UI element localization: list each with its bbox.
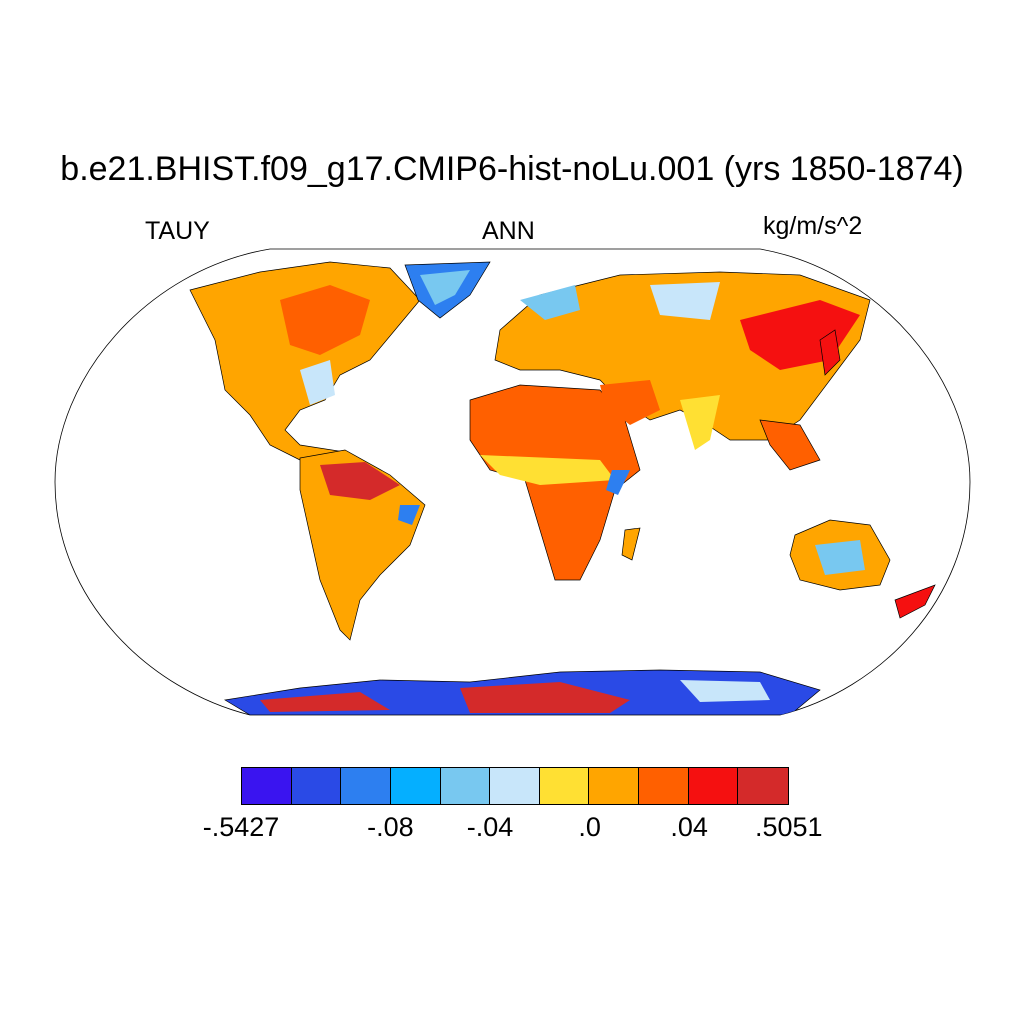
colorbar-box bbox=[291, 768, 342, 804]
colorbar-box bbox=[341, 768, 391, 804]
colorbar-tick-label: .0 bbox=[578, 812, 601, 842]
na-warm-core bbox=[280, 285, 370, 355]
siberia-cool bbox=[650, 282, 720, 320]
antarctica-warm-west bbox=[260, 692, 390, 712]
colorbar-box bbox=[589, 768, 639, 804]
madagascar bbox=[621, 527, 641, 561]
arabia-warm bbox=[600, 380, 660, 425]
australia-cool bbox=[815, 540, 865, 575]
colorbar-box bbox=[440, 768, 491, 804]
scandinavia-cool bbox=[520, 285, 580, 320]
amazon-core bbox=[320, 462, 400, 500]
southeast-asia bbox=[759, 419, 821, 471]
antarctica-light-patch bbox=[680, 680, 770, 702]
new-zealand bbox=[894, 584, 936, 619]
colorbar-tick-label: .5051 bbox=[755, 812, 823, 842]
colorbar-box bbox=[738, 768, 788, 804]
colorbar-tick-label: -.08 bbox=[367, 812, 414, 842]
na-cool-east bbox=[300, 360, 335, 405]
sahel-band bbox=[480, 455, 615, 485]
greenland-inner bbox=[420, 270, 470, 305]
plot-title: b.e21.BHIST.f09_g17.CMIP6-hist-noLu.001 … bbox=[60, 150, 964, 188]
colorbar-box bbox=[242, 768, 292, 804]
colorbar-box bbox=[639, 768, 689, 804]
colorbar-box bbox=[390, 768, 441, 804]
units-label: kg/m/s^2 bbox=[763, 212, 863, 240]
colorbar-tick-label: .04 bbox=[670, 812, 708, 842]
colorbar-tick-label: -.04 bbox=[466, 812, 514, 842]
east-africa-cool bbox=[606, 470, 630, 495]
japan-arc bbox=[819, 329, 841, 376]
antarctica-warm-east bbox=[460, 682, 630, 713]
india-field bbox=[680, 395, 720, 450]
colorbar-box bbox=[490, 768, 540, 804]
variable-label: TAUY bbox=[145, 217, 210, 245]
season-label: ANN bbox=[482, 217, 535, 245]
colorbar bbox=[241, 767, 789, 805]
brazil-east-cool bbox=[398, 505, 420, 525]
colorbar-box bbox=[688, 768, 739, 804]
colorbar-tick-label: -.5427 bbox=[202, 812, 280, 842]
south-america-field bbox=[299, 449, 426, 641]
colorbar-box bbox=[539, 768, 590, 804]
